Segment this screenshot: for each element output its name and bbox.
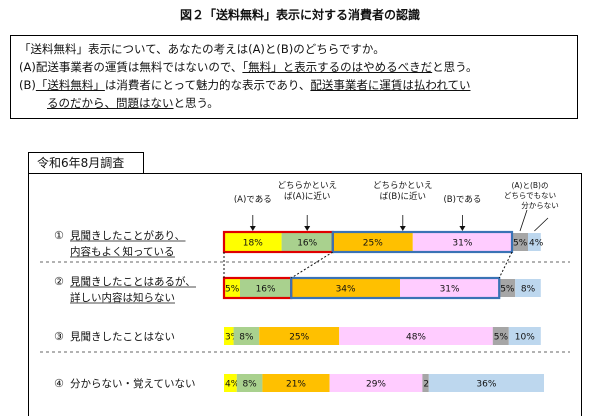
option-a-tail: と思う。 — [432, 60, 478, 74]
option-b-line: (B)「送料無料」は消費者にとって魅力的な表示であり、配送事業者に運賃は払われて… — [19, 76, 569, 94]
option-a-line: (A)配送事業者の運賃は無料ではないので、「無料」と表示するのはやめるべきだと思… — [19, 58, 569, 76]
bar-segment — [332, 233, 413, 251]
connector-line — [290, 251, 334, 279]
data-label: 48% — [406, 333, 426, 343]
bar-segment — [224, 374, 237, 392]
bar-segment — [528, 233, 541, 251]
data-label: 34% — [336, 285, 356, 295]
bar-segment — [329, 374, 423, 392]
figure-title: 図２「送料無料」表示に対する消費者の認識 — [179, 8, 420, 22]
group-b-highlight — [331, 230, 514, 254]
data-label: 29% — [366, 380, 386, 390]
data-label: 31% — [440, 285, 460, 295]
legend-label: ば(B)に近い — [380, 191, 426, 202]
legend-label: (B)である — [443, 195, 481, 205]
bar-segment — [262, 374, 330, 392]
data-label: 5% — [500, 285, 515, 295]
legend-arrow — [304, 226, 311, 231]
data-label: 21% — [286, 380, 306, 390]
legend-label: どちらかといえ — [277, 181, 337, 191]
data-label: 8% — [242, 380, 257, 390]
legend-pointer — [534, 217, 549, 232]
category-label: 詳しい内容は知らない — [70, 291, 175, 304]
category-number: ③ — [54, 330, 64, 343]
legend-label: (A)と(B)の — [512, 181, 549, 190]
chart-panel — [28, 173, 582, 416]
question-box: 「送料無料」表示について、あなたの考えは(A)と(B)のどちらですか。 (A)配… — [10, 35, 578, 119]
data-label: 25% — [289, 333, 309, 343]
option-b-tail: と思う。 — [173, 96, 219, 110]
category-number: ② — [54, 275, 64, 288]
bar-segment — [240, 279, 292, 297]
legend-label: ば(A)に近い — [284, 191, 330, 202]
data-label: 3% — [225, 333, 240, 343]
data-label: 31% — [452, 239, 472, 249]
bar-segment — [400, 279, 500, 297]
data-label: 4% — [225, 380, 240, 390]
legend-arrow — [249, 226, 256, 231]
group-b-highlight — [290, 276, 501, 300]
option-a-text: (A)配送事業者の運賃は無料ではないので、 — [19, 60, 243, 74]
bar-segment — [412, 233, 512, 251]
bar-segment — [224, 279, 240, 297]
data-label: 5% — [513, 239, 528, 249]
option-b-emphasis-2: 配送事業者に運賃は払われてい — [310, 78, 471, 92]
legend-label: どちらかといえ — [373, 181, 433, 191]
data-label: 18% — [243, 239, 263, 249]
question-line: 「送料無料」表示について、あなたの考えは(A)と(B)のどちらですか。 — [19, 42, 385, 56]
legend-arrow — [459, 226, 466, 231]
option-b-prefix: (B) — [19, 78, 36, 92]
data-label: 16% — [256, 285, 276, 295]
bar-segment — [499, 279, 516, 297]
legend-label: どちらでもない — [504, 191, 556, 200]
category-label: 見聞きしたことがあり、 — [70, 229, 185, 242]
data-label: 4% — [529, 239, 544, 249]
bar-segment — [224, 233, 282, 251]
option-b-line-2: るのだから、問題はないと思う。 — [19, 94, 569, 112]
data-label: 16% — [297, 239, 317, 249]
option-b-text: は消費者にとって魅力的な表示であり、 — [104, 78, 311, 92]
bar-segment — [428, 374, 544, 392]
data-label: 8% — [521, 285, 536, 295]
bar-segment — [291, 279, 400, 297]
bar-segment — [492, 327, 509, 345]
data-label: 25% — [363, 239, 383, 249]
legend-label: 分からない — [521, 201, 559, 210]
bar-segment — [233, 327, 260, 345]
legend-arrow — [399, 226, 406, 231]
data-label: 36% — [476, 380, 496, 390]
legend-pointer — [519, 209, 528, 232]
data-label: 5% — [225, 285, 240, 295]
option-a-emphasis: 「無料」と表示するのはやめるべきだ — [242, 60, 433, 74]
category-number: ① — [54, 229, 64, 242]
bar-segment — [512, 233, 528, 251]
legend-label: (A)である — [234, 195, 272, 205]
bar-segment — [339, 327, 493, 345]
connector-line — [498, 251, 513, 279]
bar-segment — [422, 374, 429, 392]
bar-segment — [515, 279, 541, 297]
data-label: 10% — [515, 333, 535, 343]
option-b-emphasis-3: るのだから、問題はない — [47, 96, 174, 110]
bar-segment — [259, 327, 340, 345]
category-label: 見聞きしたことはない — [70, 331, 175, 343]
survey-date-label: 令和6年8月調査 — [28, 152, 144, 174]
category-number: ④ — [54, 377, 64, 390]
category-label: 内容もよく知っている — [70, 245, 174, 258]
category-label: 分からない・覚えていない — [70, 377, 195, 390]
category-label: 見聞きしたことはあるが、 — [70, 275, 196, 288]
bar-segment — [281, 233, 333, 251]
bar-segment — [236, 374, 263, 392]
data-label: 8% — [239, 333, 254, 343]
bar-segment — [224, 327, 234, 345]
data-label: 5% — [494, 333, 509, 343]
option-b-emphasis-1: 「送料無料」 — [35, 78, 105, 92]
bar-segment — [508, 327, 541, 345]
